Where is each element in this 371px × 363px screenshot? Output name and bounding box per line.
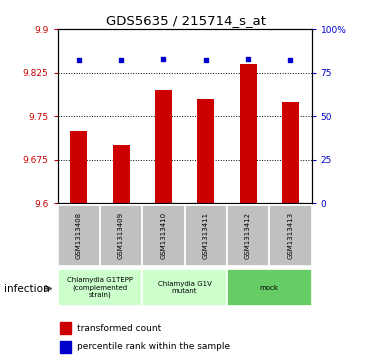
Point — [288, 57, 293, 63]
Bar — [60, 341, 72, 353]
Point — [118, 57, 124, 63]
FancyBboxPatch shape — [100, 205, 142, 266]
FancyBboxPatch shape — [227, 269, 312, 306]
Text: transformed count: transformed count — [76, 324, 161, 333]
Bar — [155, 90, 172, 203]
FancyBboxPatch shape — [269, 205, 312, 266]
Bar — [60, 322, 72, 334]
FancyBboxPatch shape — [185, 205, 227, 266]
Text: Chlamydia G1V
mutant: Chlamydia G1V mutant — [158, 281, 211, 294]
Point — [203, 57, 209, 63]
FancyBboxPatch shape — [142, 205, 185, 266]
Bar — [282, 102, 299, 203]
Text: infection: infection — [4, 284, 49, 294]
Point — [160, 56, 166, 62]
Text: percentile rank within the sample: percentile rank within the sample — [76, 342, 230, 351]
Text: GSM1313412: GSM1313412 — [245, 212, 251, 258]
Point — [245, 56, 251, 62]
Text: GSM1313409: GSM1313409 — [118, 212, 124, 258]
Bar — [197, 99, 214, 203]
Text: GSM1313408: GSM1313408 — [76, 212, 82, 258]
FancyBboxPatch shape — [142, 269, 227, 306]
Bar — [70, 131, 87, 203]
FancyBboxPatch shape — [227, 205, 269, 266]
Text: GSM1313411: GSM1313411 — [203, 212, 209, 258]
Text: mock: mock — [260, 285, 279, 291]
Text: Chlamydia G1TEPP
(complemented
strain): Chlamydia G1TEPP (complemented strain) — [67, 277, 133, 298]
Bar — [240, 64, 257, 203]
FancyBboxPatch shape — [58, 269, 142, 306]
Text: GSM1313410: GSM1313410 — [160, 212, 167, 258]
Text: GDS5635 / 215714_s_at: GDS5635 / 215714_s_at — [105, 15, 266, 28]
Bar — [112, 145, 129, 203]
FancyBboxPatch shape — [58, 205, 100, 266]
Text: GSM1313413: GSM1313413 — [288, 212, 293, 258]
Point — [76, 57, 82, 63]
